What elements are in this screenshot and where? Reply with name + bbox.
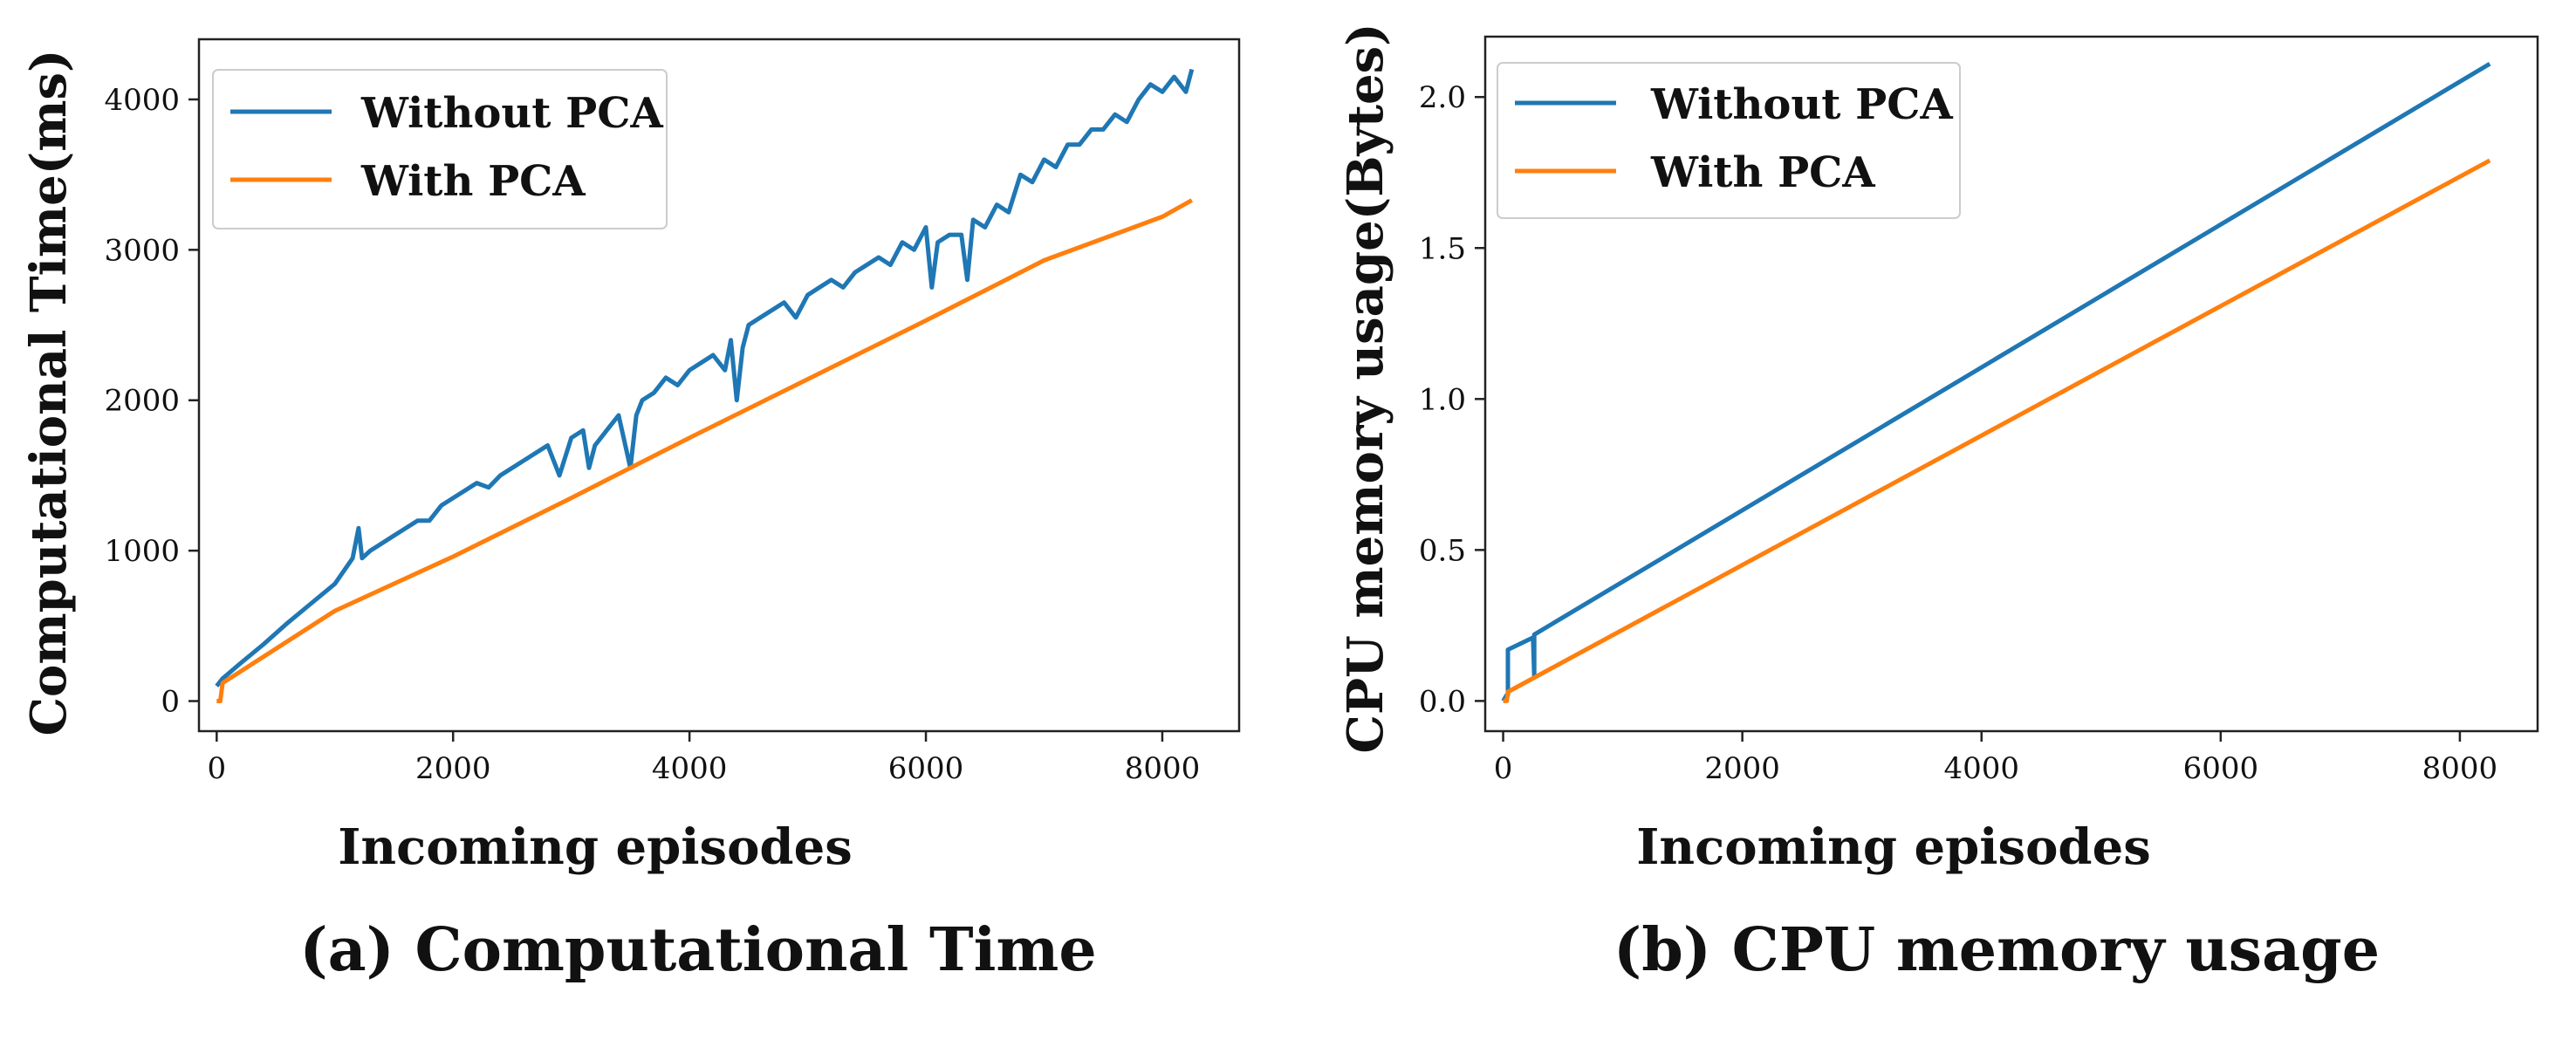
y-tick-label: 1.0 [1419,382,1466,417]
x-tick-label: 6000 [2183,751,2259,786]
legend: Without PCA With PCA [212,69,668,229]
legend-label-with-pca: With PCA [1650,148,1875,197]
x-tick-label: 2000 [415,751,491,786]
x-tick-label: 0 [207,751,226,786]
legend-label-with-pca: With PCA [360,157,586,206]
y-tick-label: 1000 [104,534,180,569]
y-tick-label: 3000 [104,233,180,268]
y-tick-label: 2000 [104,384,180,419]
legend-label-without-pca: Without PCA [1650,80,1953,129]
x-tick-label: 8000 [1125,751,1201,786]
x-tick-label: 6000 [888,751,964,786]
x-tick-label: 8000 [2422,751,2498,786]
x-tick-label: 0 [1494,751,1513,786]
y-tick-label: 2.0 [1419,80,1466,115]
series-line-with-pca [216,198,1194,703]
x-axis-title: Incoming episodes [1636,818,2151,876]
y-tick-label: 0 [161,685,180,720]
series-line-with-pca [1503,158,2491,703]
y-tick-label: 4000 [104,83,180,118]
panel-computational-time: 0 2000 4000 6000 8000 0 1000 2000 3000 4000 Incom… [20,38,1241,985]
plot-frame [197,38,1241,733]
x-tick-label: 4000 [1943,751,2019,786]
x-tick-label: 4000 [652,751,728,786]
panel-caption: (b) CPU memory usage [1613,915,2380,985]
y-axis-title: CPU memory usage(Bytes) [1337,23,1394,753]
x-tick-label: 2000 [1704,751,1780,786]
legend-label-without-pca: Without PCA [360,89,663,138]
plot-frame [1483,35,2539,733]
panel-cpu-memory: 0 2000 4000 6000 8000 0.0 0.5 1.0 1.5 2.0 Incomin… [1337,23,2539,985]
x-axis-title: Incoming episodes [338,818,853,876]
y-tick-label: 0.0 [1419,684,1466,719]
y-axis-title: Computational Time(ms) [20,49,78,736]
y-tick-label: 0.5 [1419,533,1466,568]
legend: Without PCA With PCA [1497,62,1961,219]
y-tick-label: 1.5 [1419,231,1466,266]
panel-caption: (a) Computational Time [299,915,1096,985]
series-line-without-pca [215,68,1195,688]
